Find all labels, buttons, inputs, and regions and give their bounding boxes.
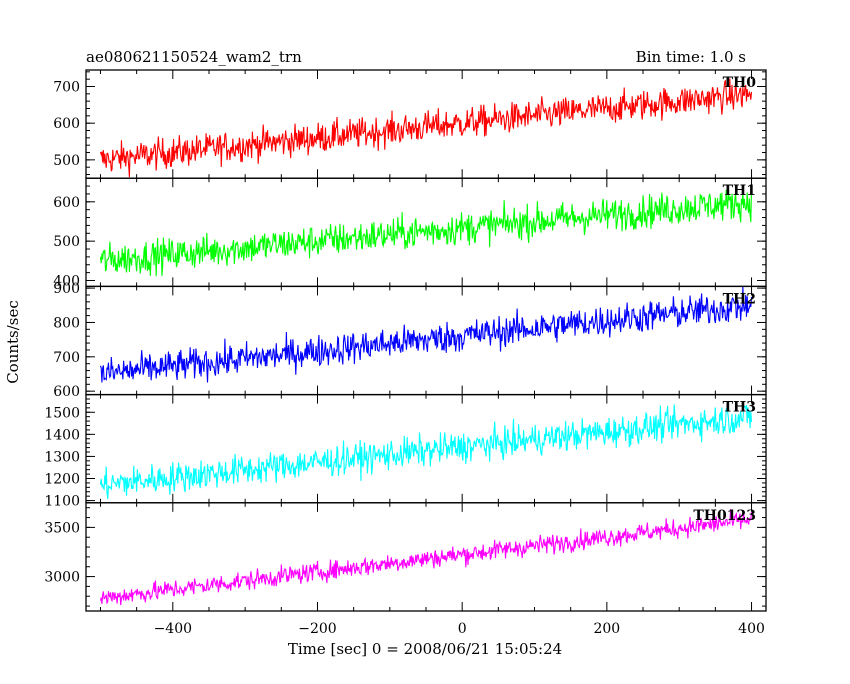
y-tick-label: 600 [53, 384, 80, 400]
plot-layer: 500 600 700 TH0 400 500 600 TH1 600 700 800 900 TH2 1… [44, 69, 767, 637]
y-tick-label: 700 [53, 80, 80, 96]
y-tick-label: 3500 [44, 520, 80, 536]
y-tick-label: 400 [53, 273, 80, 289]
x-tick-label: −400 [154, 621, 192, 637]
series-line-th2 [99, 286, 753, 383]
y-tick-label: 900 [53, 281, 80, 297]
y-tick-label: 500 [53, 153, 80, 169]
y-tick-label: 600 [53, 195, 80, 211]
x-tick-label: −200 [298, 621, 336, 637]
bin-time-label: Bin time: 1.0 s [636, 48, 746, 66]
x-tick-label: 0 [458, 621, 467, 637]
y-tick-label: 1500 [44, 405, 80, 421]
y-tick-label: 1200 [44, 472, 80, 488]
y-tick-label: 3000 [44, 570, 80, 586]
y-tick-label: 1300 [44, 449, 80, 465]
y-tick-label: 600 [53, 116, 80, 132]
y-tick-label: 800 [53, 315, 80, 331]
chart-title: ae080621150524_wam2_trn [86, 48, 302, 66]
y-tick-label: 1400 [44, 427, 80, 443]
x-tick-label: 400 [738, 621, 765, 637]
panel-label-th2: TH2 [723, 291, 756, 307]
y-tick-label: 500 [53, 234, 80, 250]
panel-label-th1: TH1 [723, 183, 756, 199]
series-line-th0 [99, 78, 753, 178]
series-line-th1 [99, 187, 753, 277]
panel-label-th3: TH3 [723, 400, 756, 416]
x-axis-title: Time [sec] 0 = 2008/06/21 15:05:24 [288, 640, 562, 658]
panel-label-th0123: TH0123 [693, 508, 756, 524]
y-tick-label: 1100 [44, 494, 80, 510]
x-tick-label: 200 [593, 621, 620, 637]
y-axis-title: Counts/sec [4, 300, 22, 384]
panel-frame-th1 [85, 177, 767, 288]
panel-label-th0: TH0 [723, 75, 757, 91]
series-line-th3 [99, 404, 753, 500]
y-tick-label: 700 [53, 350, 80, 366]
series-line-th0123 [99, 508, 753, 606]
